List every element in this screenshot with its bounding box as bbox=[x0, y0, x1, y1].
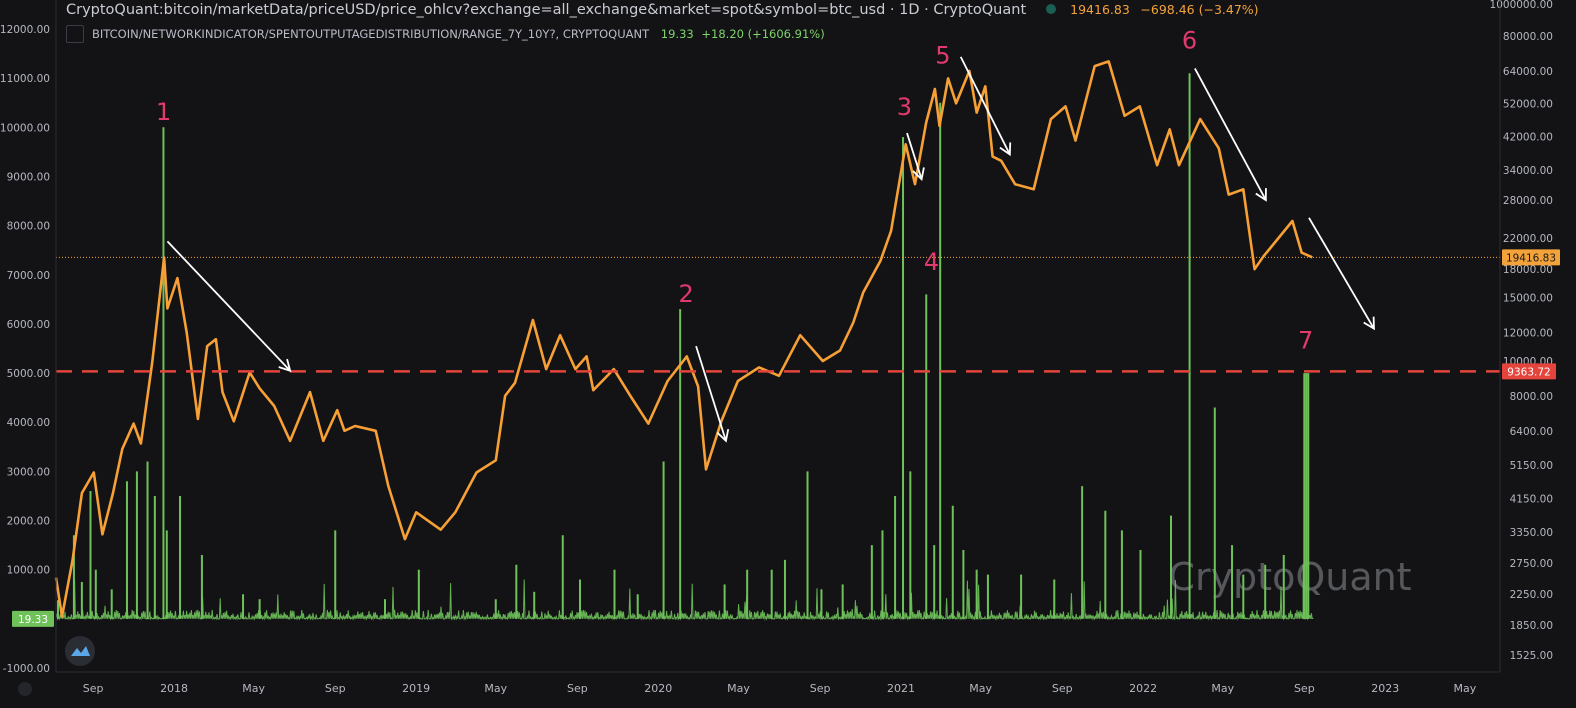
x-tick-label: 2020 bbox=[644, 682, 672, 695]
x-tick-label: 2021 bbox=[887, 682, 915, 695]
left-tick-label: 4000.00 bbox=[7, 417, 50, 429]
trend-arrow bbox=[166, 240, 291, 372]
left-tick-label: 1000.00 bbox=[7, 565, 50, 577]
symbol-title[interactable]: CryptoQuant:bitcoin/marketData/priceUSD/… bbox=[66, 2, 1027, 18]
x-tick-label: 2018 bbox=[160, 682, 188, 695]
annotation-label: 3 bbox=[897, 93, 912, 121]
annotation-label: 1 bbox=[156, 98, 171, 126]
right-tick-label: 28000.00 bbox=[1503, 195, 1553, 207]
x-tick-label: May bbox=[242, 682, 265, 695]
x-tick-label: May bbox=[1211, 682, 1234, 695]
indicator-axis-label-bg bbox=[12, 610, 54, 627]
left-tick-label: 8000.00 bbox=[7, 221, 50, 233]
level-axis-label: 9363.72 bbox=[1507, 366, 1550, 378]
indicator-axis-label: 19.33 bbox=[18, 614, 48, 626]
live-status-icon bbox=[1046, 4, 1057, 14]
right-tick-label: 42000.00 bbox=[1503, 132, 1553, 144]
indicator-value: 19.33 bbox=[660, 27, 694, 41]
x-tick-label: Sep bbox=[1052, 682, 1073, 695]
indicator-name[interactable]: BITCOIN/NETWORKINDICATOR/SPENTOUTPUTAGED… bbox=[92, 27, 650, 41]
timezone-toggle-icon[interactable] bbox=[18, 682, 32, 696]
arrow-head bbox=[999, 142, 1012, 157]
x-tick-label: May bbox=[1453, 682, 1476, 695]
left-tick-label: 12000.00 bbox=[0, 24, 50, 36]
left-tick-label: 3000.00 bbox=[7, 466, 50, 478]
price-change: −698.46 (−3.47%) bbox=[1140, 2, 1259, 17]
left-tick-label: 5000.00 bbox=[7, 368, 50, 380]
arrow-head bbox=[716, 428, 730, 443]
x-tick-label: May bbox=[969, 682, 992, 695]
x-tick-label: May bbox=[484, 682, 507, 695]
left-tick-label: 7000.00 bbox=[7, 270, 50, 282]
arrow-head bbox=[912, 167, 925, 182]
trend-arrow bbox=[1308, 217, 1375, 330]
price-axis-label: 19416.83 bbox=[1506, 252, 1556, 264]
x-tick-label: Sep bbox=[567, 682, 588, 695]
indicator-toggle-checkbox[interactable] bbox=[66, 25, 84, 43]
right-tick-label: 18000.00 bbox=[1503, 264, 1553, 276]
x-tick-label: 2019 bbox=[402, 682, 430, 695]
arrow-head bbox=[1255, 188, 1267, 202]
x-tick-label: 2022 bbox=[1129, 682, 1157, 695]
x-tick-label: Sep bbox=[83, 682, 104, 695]
indicator-change: +18.20 (+1606.91%) bbox=[701, 27, 825, 41]
left-tick-label: 10000.00 bbox=[0, 122, 50, 134]
left-tick-label: 2000.00 bbox=[7, 516, 50, 528]
right-tick-label: 4150.00 bbox=[1510, 494, 1553, 506]
right-tick-label: 12000.00 bbox=[1503, 328, 1553, 340]
x-tick-label: Sep bbox=[325, 682, 346, 695]
x-tick-label: Sep bbox=[1294, 682, 1315, 695]
right-tick-label: 8000.00 bbox=[1510, 391, 1553, 403]
right-tick-label: 6400.00 bbox=[1510, 426, 1553, 438]
arrow-head bbox=[278, 358, 292, 373]
right-tick-label: 80000.00 bbox=[1503, 31, 1553, 43]
right-tick-label: 22000.00 bbox=[1503, 233, 1553, 245]
right-tick-label: 5150.00 bbox=[1510, 460, 1553, 472]
logo-mountain-icon bbox=[71, 646, 90, 656]
right-tick-label: 3350.00 bbox=[1510, 527, 1553, 539]
price-line bbox=[54, 60, 1313, 618]
indicator-baseline bbox=[55, 579, 1313, 621]
tradingview-logo-icon[interactable] bbox=[65, 636, 95, 666]
annotation-label: 6 bbox=[1182, 27, 1197, 55]
annotation-label: 5 bbox=[935, 41, 950, 69]
left-tick-label: -1000.00 bbox=[3, 663, 50, 675]
x-tick-label: Sep bbox=[810, 682, 831, 695]
left-tick-label: 6000.00 bbox=[7, 319, 50, 331]
chart-header: CryptoQuant:bitcoin/marketData/priceUSD/… bbox=[66, 2, 1259, 18]
right-tick-label: 1850.00 bbox=[1510, 620, 1553, 632]
right-tick-label: 1525.00 bbox=[1510, 650, 1553, 662]
right-tick-label: 15000.00 bbox=[1503, 293, 1553, 305]
trend-arrow bbox=[906, 132, 923, 180]
price-axis-label-bg bbox=[1502, 249, 1560, 266]
right-tick-label: 2250.00 bbox=[1510, 589, 1553, 601]
left-tick-label: 9000.00 bbox=[7, 171, 50, 183]
annotation-label: 2 bbox=[678, 280, 693, 308]
x-tick-label: May bbox=[727, 682, 750, 695]
annotation-label: 4 bbox=[924, 248, 939, 276]
arrow-head bbox=[1363, 316, 1375, 331]
trend-arrow bbox=[1194, 68, 1267, 201]
right-tick-label: 52000.00 bbox=[1503, 98, 1553, 110]
right-tick-label: 2750.00 bbox=[1510, 558, 1553, 570]
x-tick-label: 2023 bbox=[1371, 682, 1399, 695]
watermark-text: CryptoQuant bbox=[1168, 555, 1411, 599]
level-axis-label-bg bbox=[1502, 363, 1556, 380]
indicator-header: BITCOIN/NETWORKINDICATOR/SPENTOUTPUTAGED… bbox=[92, 27, 825, 41]
trend-arrow bbox=[695, 345, 727, 442]
annotation-label: 7 bbox=[1298, 327, 1313, 355]
last-price: 19416.83 bbox=[1070, 2, 1130, 17]
right-tick-label: 64000.00 bbox=[1503, 66, 1553, 78]
left-tick-label: 11000.00 bbox=[0, 73, 50, 85]
right-tick-label: 34000.00 bbox=[1503, 165, 1553, 177]
trend-arrow bbox=[959, 56, 1011, 155]
right-tick-label: 1000000.00 bbox=[1490, 0, 1553, 11]
